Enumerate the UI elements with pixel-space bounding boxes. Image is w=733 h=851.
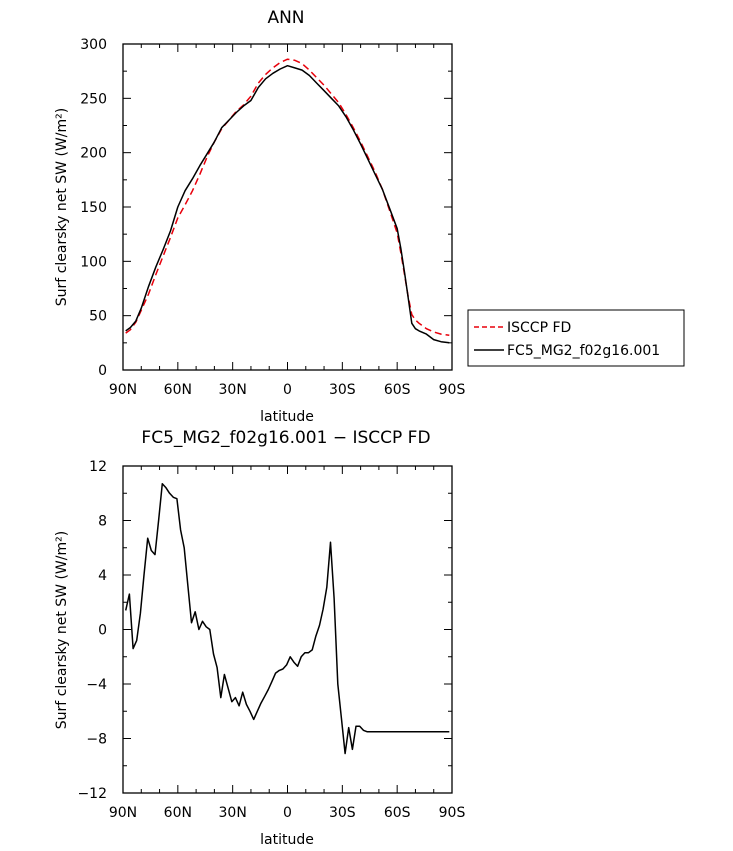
bottom-x-tick-label: 30S [329,805,356,821]
top-x-tick-label: 90S [439,382,466,398]
top-y-tick-label: 250 [80,91,107,107]
top-y-axis-label: Surf clearsky net SW (W/m²) [54,108,70,306]
bottom-plot-frame [122,465,453,794]
bottom-x-axis-label: latitude [260,832,314,848]
bottom-y-axis-label: Surf clearsky net SW (W/m²) [54,531,70,729]
bottom-x-tick-label: 30N [219,805,247,821]
top-y-tick-label: 0 [98,363,107,379]
top-chart: ANN 90N 60N 30N 0 30S 60S 90S 0 50 100 150 200 250 30… [54,8,465,425]
top-series-line-0 [125,58,450,336]
bottom-x-tick-label: 60S [384,805,411,821]
top-plot-frame [122,43,453,371]
legend-label-model: FC5_MG2_f02g16.001 [507,343,660,359]
top-y-tick-label: 100 [80,254,107,270]
top-x-tick-label: 60N [164,382,192,398]
top-x-tick-label: 30S [329,382,356,398]
bottom-axis-ticks: 90N 60N 30N 0 30S 60S 90S −12 −8 −4 0 4 8 12 [77,459,465,821]
top-y-tick-label: 200 [80,146,107,162]
top-chart-title: ANN [267,8,304,28]
top-x-tick-label: 30N [219,382,247,398]
bottom-chart: FC5_MG2_f02g16.001 − ISCCP FD 90N 60N 30N 0… [54,428,465,848]
bottom-chart-title: FC5_MG2_f02g16.001 − ISCCP FD [141,428,430,448]
bottom-y-tick-label: 0 [98,623,107,639]
top-x-tick-label: 90N [109,382,137,398]
legend: ISCCP FD FC5_MG2_f02g16.001 [467,309,685,367]
bottom-y-tick-label: −4 [86,677,107,693]
bottom-y-tick-label: −12 [77,786,107,802]
top-series [125,58,450,344]
bottom-y-tick-label: 8 [98,514,107,530]
top-y-tick-label: 300 [80,37,107,53]
top-series-line-1 [125,64,450,344]
legend-box [467,309,685,367]
top-axis-ticks: 90N 60N 30N 0 30S 60S 90S 0 50 100 150 200 250 300 [80,37,465,398]
top-y-tick-label: 150 [80,200,107,216]
top-y-tick-label: 50 [89,309,107,325]
bottom-x-tick-label: 0 [283,805,292,821]
bottom-y-tick-label: 4 [98,568,107,584]
bottom-series [124,482,450,755]
top-x-tick-label: 60S [384,382,411,398]
top-x-tick-label: 0 [283,382,292,398]
top-x-axis-label: latitude [260,409,314,425]
bottom-y-tick-label: −8 [86,732,107,748]
bottom-x-tick-label: 90N [109,805,137,821]
bottom-x-tick-label: 60N [164,805,192,821]
bottom-series-line-0 [124,482,450,755]
bottom-y-tick-label: 12 [89,459,107,475]
legend-label-isccp: ISCCP FD [507,320,571,336]
bottom-x-tick-label: 90S [439,805,466,821]
